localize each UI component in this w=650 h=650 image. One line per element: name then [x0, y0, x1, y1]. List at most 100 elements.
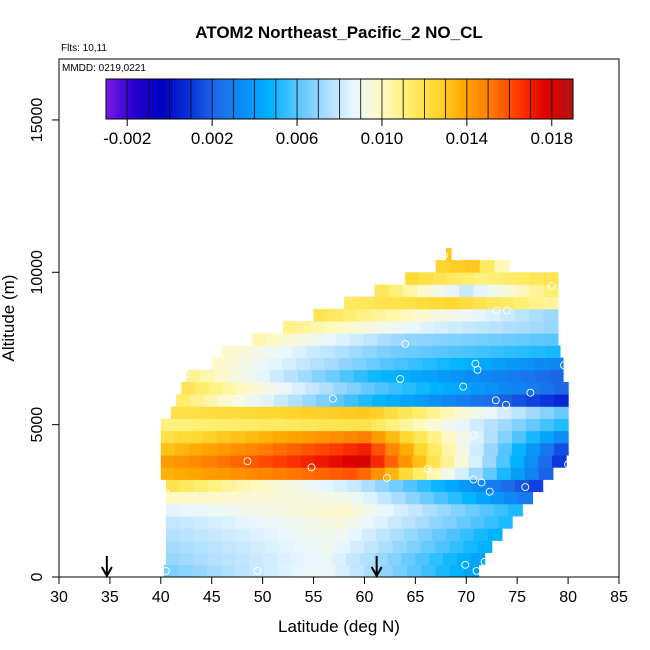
heatmap-cell: [332, 516, 347, 529]
heatmap-cell: [427, 430, 443, 444]
heatmap-cell: [262, 516, 278, 529]
heatmap-cell: [193, 516, 209, 529]
arrows: [100, 556, 383, 579]
heatmap-cell: [365, 321, 380, 334]
heatmap-cell: [315, 418, 330, 432]
heatmap-cell: [313, 308, 329, 322]
flight-point: [469, 431, 478, 440]
heatmap-cell: [479, 503, 495, 517]
colorbar-segment: [416, 79, 420, 119]
heatmap-cell: [470, 394, 485, 407]
heatmap-cell: [492, 357, 508, 371]
colorbar-segment: [523, 79, 527, 119]
heatmap-cell: [195, 381, 210, 395]
heatmap-cell: [277, 381, 293, 395]
heatmap-cell: [489, 345, 505, 359]
heatmap-cell: [179, 516, 195, 529]
heatmap-cell: [525, 418, 541, 432]
heatmap-cell: [320, 345, 336, 359]
heatmap-cell: [394, 357, 410, 371]
heatmap-cell: [375, 479, 390, 493]
heatmap-cell: [401, 552, 416, 566]
heatmap-cell: [332, 552, 347, 566]
x-tick-label: 85: [610, 589, 628, 606]
heatmap-cell: [272, 455, 288, 468]
heatmap-cell: [370, 467, 386, 480]
heatmap-cell: [237, 503, 253, 517]
heatmap-cell: [356, 308, 372, 322]
colorbar-segment: [470, 79, 474, 119]
heatmap-cell: [386, 296, 402, 310]
heatmap-cell: [554, 430, 569, 444]
heatmap-cell: [180, 491, 195, 505]
heatmap-cell: [510, 467, 526, 480]
heatmap-cell: [312, 406, 328, 419]
heatmap-cell: [176, 394, 191, 407]
heatmap-cell: [321, 333, 337, 346]
heatmap-cell: [165, 491, 181, 505]
heatmap-cell: [188, 442, 204, 456]
heatmap-cell: [469, 418, 485, 432]
heatmap-cell: [358, 296, 374, 310]
heatmap-cell: [412, 406, 427, 419]
colorbar-segment: [430, 79, 434, 119]
heatmap-cell: [474, 333, 490, 346]
heatmap-cell: [306, 564, 322, 578]
heatmap-cell: [507, 369, 522, 383]
colorbar-segment: [339, 79, 343, 119]
heatmap-cell: [406, 321, 422, 334]
heatmap-cell: [447, 321, 463, 334]
colorbar-segment: [561, 79, 565, 119]
heatmap-cell: [263, 564, 279, 578]
heatmap-cell: [539, 406, 555, 419]
heatmap-cell: [512, 381, 528, 395]
colorbar-segment: [229, 79, 233, 119]
heatmap-cell: [554, 394, 569, 407]
plot-frame: [58, 58, 620, 578]
colorbar-segment: [330, 79, 333, 119]
heatmap-cell: [530, 321, 545, 334]
colorbar-segment: [446, 79, 450, 119]
colorbar-segment: [115, 79, 119, 119]
flight-point: [471, 359, 480, 368]
heatmap-cell: [199, 406, 215, 419]
heatmap-cell: [496, 455, 511, 468]
heatmap-cell: [314, 467, 330, 480]
heatmap-cell: [431, 479, 446, 493]
colorbar-segment: [568, 79, 572, 119]
heatmap-cell: [235, 345, 251, 359]
arrow-head: [100, 566, 113, 579]
colorbar-segment: [400, 79, 404, 119]
heatmap-cell: [525, 406, 541, 419]
colorbar-segment: [379, 79, 383, 119]
heatmap-cell: [384, 467, 400, 480]
heatmap-cell: [540, 381, 555, 395]
heatmap-cell: [343, 442, 359, 456]
colorbar-tick-label: 0.014: [446, 129, 489, 148]
colorbar-segment: [474, 79, 478, 119]
colorbar-segment: [458, 79, 462, 119]
heatmap-cell: [432, 333, 448, 346]
colorbar-segment: [570, 79, 574, 119]
mmdd-label: MMDD: 0219,0221: [62, 63, 146, 74]
heatmap-cell: [548, 357, 564, 371]
flight-point: [491, 396, 500, 405]
colorbar-segment: [563, 79, 567, 119]
colorbar-segment: [204, 79, 207, 119]
heatmap-cell: [231, 442, 246, 456]
colorbar-segment: [558, 79, 562, 119]
colorbar-segment: [372, 79, 376, 119]
colorbar-segment: [327, 79, 331, 119]
heatmap-cell: [524, 467, 540, 480]
heatmap-cell: [200, 369, 215, 383]
heatmap-cell: [512, 394, 527, 407]
colorbar-segment: [288, 79, 291, 119]
heatmap-cell: [304, 516, 319, 529]
colorbar-segment: [439, 79, 443, 119]
colorbar-segment: [421, 79, 425, 119]
heatmap-cell: [415, 296, 431, 310]
heatmap-cell: [436, 503, 452, 517]
heatmap-cell: [479, 260, 495, 273]
heatmap-cell: [437, 369, 452, 383]
heatmap-cell: [208, 491, 223, 505]
